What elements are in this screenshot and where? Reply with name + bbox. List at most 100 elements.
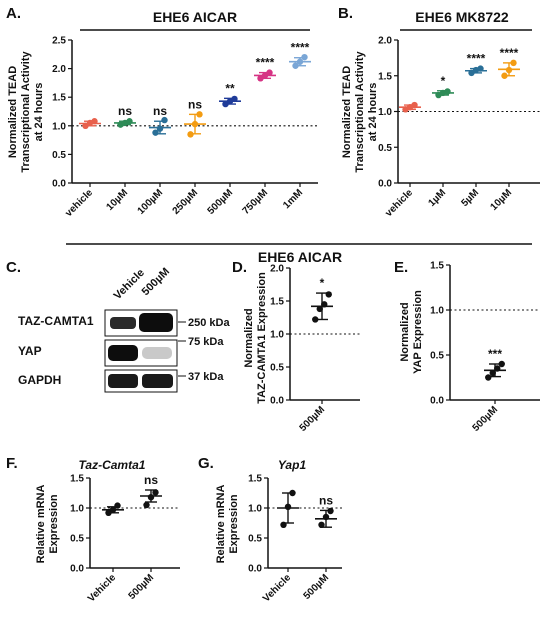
y-tick-label: 1.5 [70, 474, 84, 485]
x-tick-label: 10µM [489, 187, 515, 213]
data-point [161, 116, 168, 124]
panel-f-ylabel: Relative mRNA Expression [35, 485, 60, 564]
blot-lane-vehicle: Vehicle [112, 267, 147, 302]
panel-b-ylabel: Normalized TEAD Transcriptional Activity… [341, 51, 379, 173]
panel-a-ylabel-1: Normalized TEAD [7, 66, 19, 158]
data-point [325, 291, 332, 298]
x-tick-label: 500µM [127, 572, 157, 602]
chart-f: 0.0 0.5 1.0 1.5 Vehicle 500µM ns [70, 473, 180, 604]
blot-marker-75: 75 kDa [188, 336, 224, 348]
y-tick-label: 0.5 [378, 143, 392, 154]
data-point [266, 69, 273, 76]
x-tick-label: 750µM [241, 187, 271, 217]
y-tick-label: 0.0 [270, 396, 284, 407]
panel-g-ylabel-2: Expression [228, 494, 240, 554]
panel-f-title: Taz-Camta1 [79, 458, 146, 472]
significance-label: *** [488, 347, 502, 361]
data-point [196, 111, 203, 118]
blot-lane-500um: 500µM [140, 266, 172, 298]
panel-a-title: EHE6 AICAR [153, 9, 237, 25]
y-tick-label: 0.5 [270, 363, 284, 374]
panel-e-ylabel-1: Normalized [399, 302, 411, 361]
data-point [312, 316, 319, 323]
significance-label: * [320, 276, 325, 290]
significance-label: ns [319, 493, 333, 507]
significance-label: ns [144, 473, 158, 487]
data-point [109, 506, 117, 513]
data-point [231, 95, 238, 103]
data-point [114, 502, 121, 509]
panel-d-letter: D. [232, 259, 247, 276]
significance-label: **** [291, 41, 310, 55]
blot-row-yap: YAP [18, 344, 42, 358]
data-point [280, 521, 287, 528]
blot-row-taz-camta1: TAZ-CAMTA1 [18, 314, 94, 328]
significance-label: * [441, 74, 446, 88]
x-tick-label: 500µM [302, 572, 332, 602]
y-tick-label: 2.0 [270, 264, 284, 275]
panel-d-ylabel-1: Normalized [243, 308, 255, 367]
panel-a-letter: A. [6, 5, 21, 22]
band-yap-vehicle [108, 345, 138, 361]
panel-a-ylabel-2: Transcriptional Activity [20, 51, 32, 173]
data-point [322, 513, 330, 521]
data-point [126, 118, 133, 125]
data-point [147, 494, 155, 501]
data-point [143, 501, 150, 509]
data-point [327, 507, 334, 515]
band-yap-500um [142, 347, 172, 359]
y-tick-label: 1.5 [430, 261, 444, 272]
data-point [321, 301, 328, 308]
y-tick-label: 1.0 [378, 107, 392, 118]
data-point [498, 360, 505, 368]
panel-f-ylabel-1: Relative mRNA [35, 485, 47, 564]
x-tick-label: 10µM [105, 187, 131, 213]
significance-label: **** [467, 52, 486, 66]
panel-g-title: Yap1 [278, 458, 307, 472]
blot-row-gapdh: GAPDH [18, 373, 61, 387]
panel-c-letter: C. [6, 259, 21, 276]
panel-e-ylabel-2: YAP Expression [412, 290, 424, 374]
blot-marker-250: 250 kDa [188, 317, 230, 329]
data-point [316, 305, 323, 313]
data-point [152, 129, 159, 136]
panel-g-letter: G. [198, 455, 214, 472]
y-tick-label: 1.0 [430, 306, 444, 317]
panel-d-ylabel: Normalized TAZ-CAMTA1 Expression [243, 272, 268, 404]
x-tick-label: vehicle [383, 187, 415, 219]
data-point [187, 131, 194, 138]
data-point [292, 62, 299, 69]
band-gapdh-vehicle [108, 374, 138, 388]
panel-b-ylabel-3: at 24 hours [367, 83, 379, 142]
chart-g: 0.0 0.5 1.0 1.5 Vehicle 500µM ns [248, 474, 342, 604]
data-point [318, 521, 325, 528]
y-tick-label: 1.5 [248, 474, 262, 485]
x-tick-label: 500µM [298, 404, 328, 434]
section-title: EHE6 AICAR [258, 249, 342, 265]
data-point [91, 118, 98, 125]
chart-e: 0.0 0.5 1.0 1.5 500µM *** [430, 261, 540, 434]
data-point [505, 66, 513, 74]
blot-taz-camta1 [104, 309, 178, 337]
data-point [477, 65, 484, 72]
data-point [485, 374, 492, 381]
band-gapdh-500um [142, 374, 173, 388]
x-tick-label: 500µM [471, 404, 501, 434]
significance-label: **** [256, 56, 275, 70]
chart-b: 0.0 0.5 1.0 1.5 2.0 vehicle 1µM * 5µM **** 10µM ***… [378, 36, 540, 219]
data-point [301, 53, 308, 61]
y-tick-label: 0.0 [248, 564, 262, 575]
blot-marker-37: 37 kDa [188, 371, 224, 383]
data-point [296, 58, 304, 65]
data-point [489, 369, 496, 377]
band-taz-vehicle [110, 317, 136, 329]
y-tick-label: 0.0 [430, 396, 444, 407]
panel-f-ylabel-2: Expression [48, 494, 60, 554]
blot-yap [104, 339, 178, 367]
x-tick-label: vehicle [63, 187, 95, 219]
y-tick-label: 1.0 [248, 504, 262, 515]
panel-f-letter: F. [6, 455, 18, 472]
y-tick-label: 0.5 [70, 534, 84, 545]
data-point [105, 509, 112, 516]
